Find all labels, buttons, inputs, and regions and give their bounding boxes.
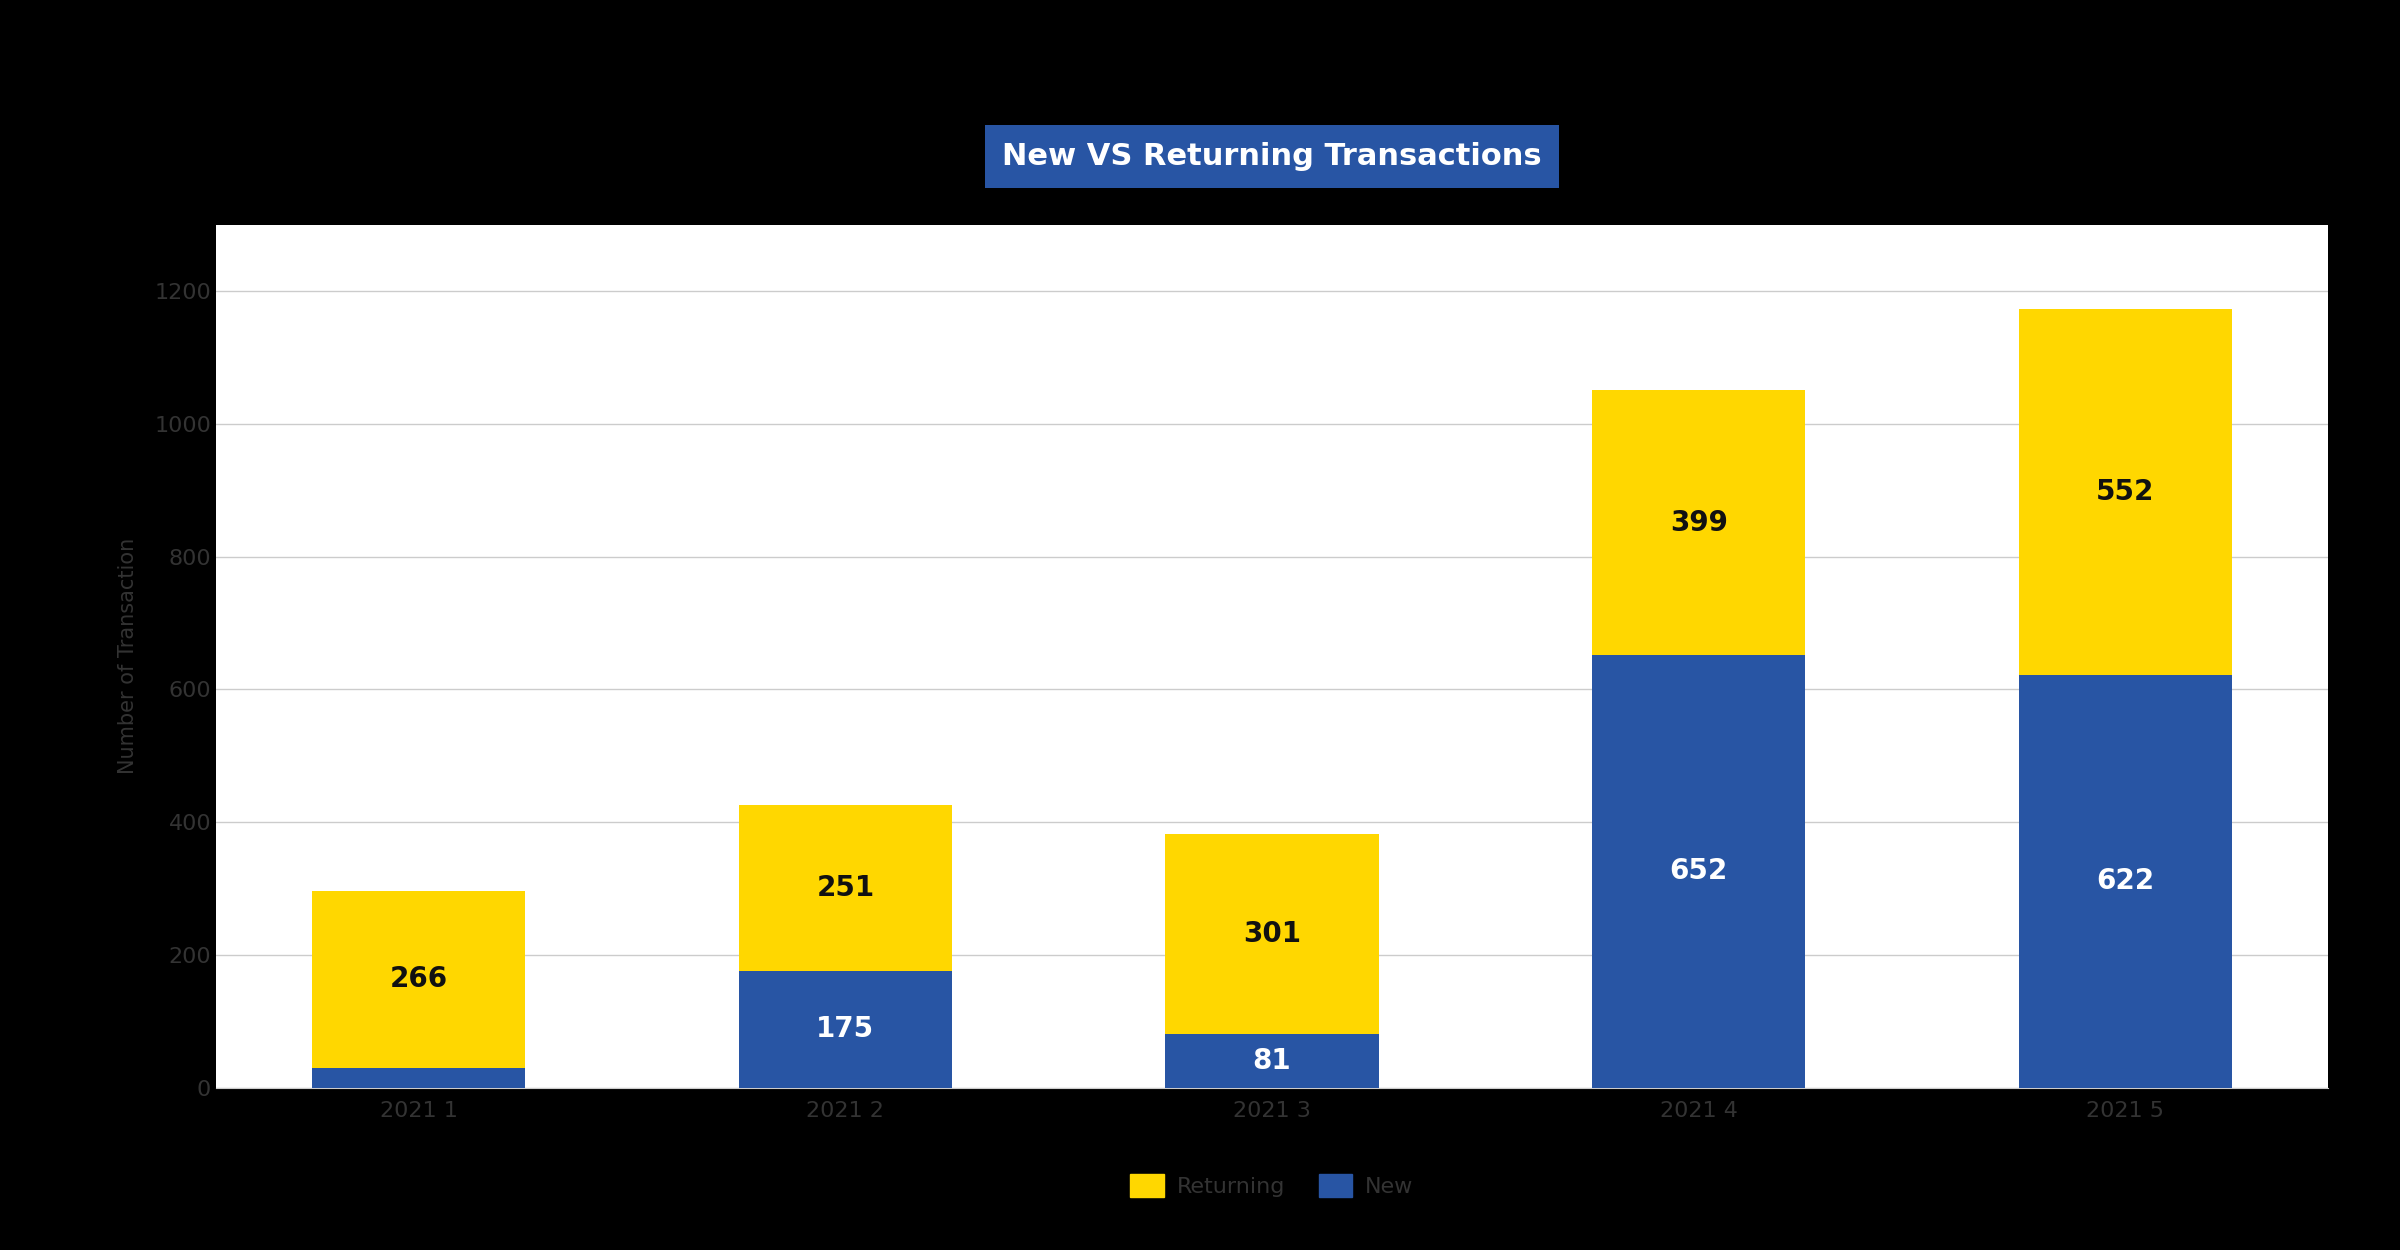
Bar: [312, 891, 526, 1068]
Bar: [1166, 834, 1378, 1034]
Bar: [1166, 1034, 1378, 1088]
Bar: [312, 1068, 526, 1088]
Legend: Returning, New: Returning, New: [1121, 1165, 1423, 1206]
Bar: [739, 805, 953, 971]
Bar: [2018, 309, 2232, 675]
Bar: [739, 971, 953, 1088]
Text: 266: 266: [389, 965, 449, 994]
Text: New VS Returning Transactions: New VS Returning Transactions: [1003, 141, 1541, 171]
Y-axis label: Number of Transaction: Number of Transaction: [118, 538, 137, 774]
Text: 399: 399: [1670, 509, 1728, 536]
Bar: [2018, 675, 2232, 1088]
Text: 552: 552: [2095, 478, 2155, 506]
Text: 652: 652: [1670, 858, 1728, 885]
Text: 622: 622: [2095, 867, 2155, 895]
Bar: [1591, 390, 1805, 655]
Bar: [1591, 655, 1805, 1088]
Text: 251: 251: [816, 874, 874, 902]
Text: 175: 175: [816, 1015, 874, 1044]
Text: 81: 81: [1253, 1046, 1291, 1075]
Text: 301: 301: [1243, 920, 1301, 948]
